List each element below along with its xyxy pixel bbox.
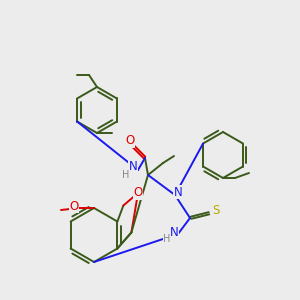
Text: N: N <box>174 185 182 199</box>
Text: N: N <box>169 226 178 238</box>
Text: O: O <box>134 187 142 200</box>
Text: H: H <box>122 170 130 180</box>
Text: S: S <box>212 203 220 217</box>
Text: N: N <box>174 185 182 199</box>
Text: O: O <box>69 200 79 212</box>
Text: H: H <box>122 170 130 180</box>
Text: N: N <box>129 160 137 173</box>
Text: O: O <box>125 134 135 148</box>
Text: S: S <box>212 203 220 217</box>
Text: H: H <box>163 234 171 244</box>
Text: O: O <box>125 134 135 148</box>
Text: N: N <box>169 226 178 238</box>
Text: N: N <box>129 160 137 173</box>
Text: O: O <box>69 200 79 212</box>
Text: H: H <box>163 234 171 244</box>
